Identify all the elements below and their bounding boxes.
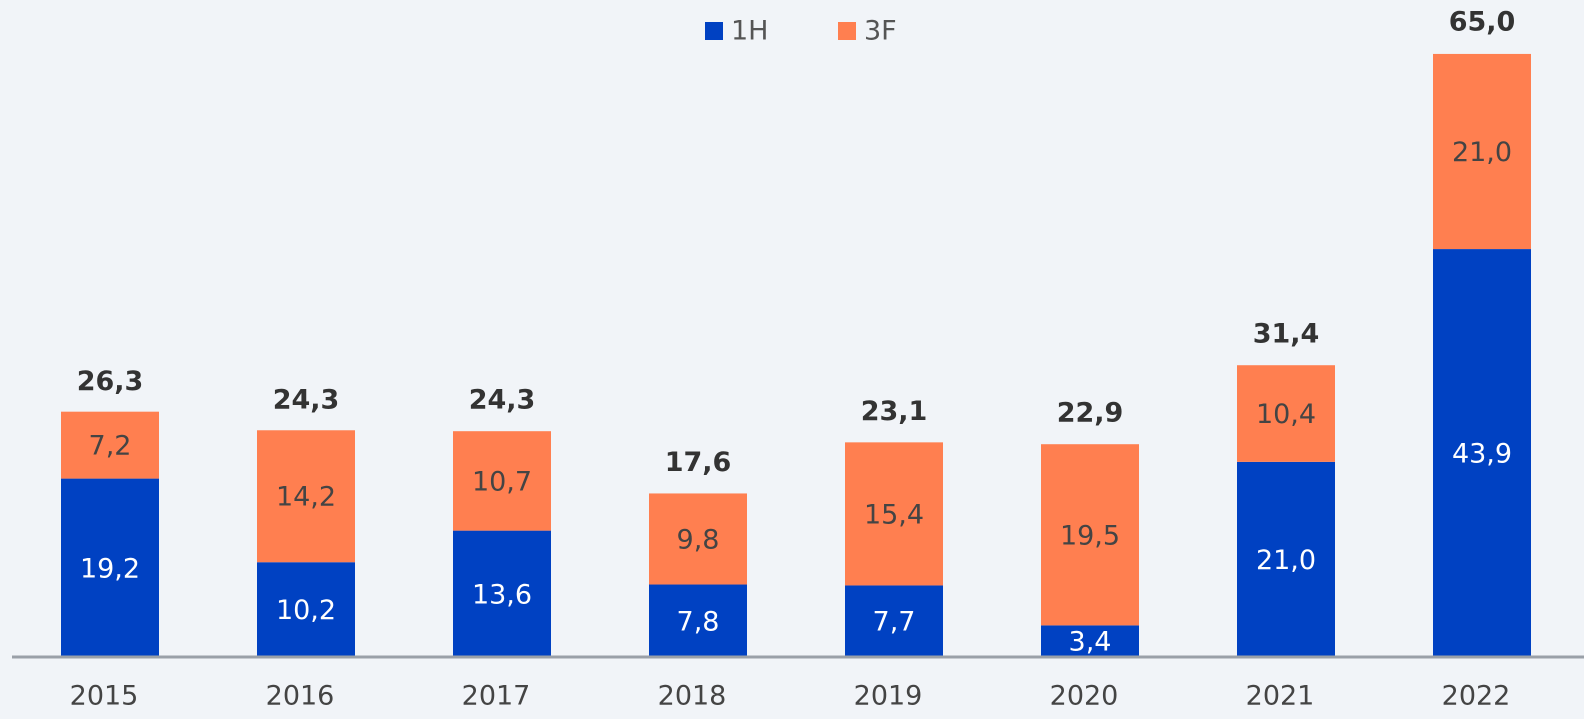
value-label: 15,4 — [864, 499, 924, 530]
x-tick-label: 2021 — [1246, 681, 1315, 712]
total-label: 17,6 — [665, 447, 732, 478]
value-label: 9,8 — [677, 524, 720, 555]
total-label: 23,1 — [861, 396, 928, 427]
total-label: 26,3 — [77, 366, 144, 397]
legend-swatch — [705, 22, 723, 40]
bar-segment — [453, 530, 551, 657]
legend-label: 1H — [731, 16, 768, 47]
bar-segment — [257, 562, 355, 657]
bar-segment — [1041, 444, 1139, 626]
value-label: 7,8 — [677, 606, 720, 637]
legend-label: 3F — [864, 16, 897, 47]
bar-segment — [453, 431, 551, 531]
total-label: 65,0 — [1449, 7, 1516, 38]
value-label: 7,2 — [89, 431, 132, 462]
bar-segment — [1041, 625, 1139, 657]
value-label: 21,0 — [1256, 545, 1316, 576]
legend-swatch — [838, 22, 856, 40]
bar-segment — [1433, 53, 1531, 250]
bar-segment — [1237, 461, 1335, 657]
x-tick-label: 2017 — [462, 681, 531, 712]
x-tick-label: 2016 — [266, 681, 335, 712]
value-label: 19,5 — [1060, 520, 1120, 551]
value-label: 7,7 — [873, 607, 916, 638]
total-label: 22,9 — [1057, 398, 1124, 429]
value-label: 10,4 — [1256, 399, 1316, 430]
value-label: 43,9 — [1452, 439, 1512, 470]
bar-segment — [61, 478, 159, 657]
bar-segment — [649, 493, 747, 585]
bar-segment — [1433, 249, 1531, 657]
bar-segment — [845, 442, 943, 586]
value-label: 10,7 — [472, 466, 532, 497]
x-tick-label: 2020 — [1050, 681, 1119, 712]
x-tick-label: 2022 — [1442, 681, 1511, 712]
bar-segment — [649, 584, 747, 657]
x-tick-label: 2019 — [854, 681, 923, 712]
bar-segment — [1237, 365, 1335, 462]
value-label: 14,2 — [276, 482, 336, 513]
total-label: 24,3 — [273, 385, 340, 416]
bar-segment — [845, 585, 943, 657]
value-label: 21,0 — [1452, 137, 1512, 168]
value-label: 19,2 — [80, 553, 140, 584]
value-label: 13,6 — [472, 579, 532, 610]
total-label: 31,4 — [1253, 319, 1320, 350]
x-tick-label: 2015 — [70, 681, 139, 712]
x-tick-label: 2018 — [658, 681, 727, 712]
value-label: 3,4 — [1069, 627, 1112, 658]
bar-segment — [61, 411, 159, 479]
total-label: 24,3 — [469, 385, 536, 416]
bar-segment — [257, 430, 355, 563]
value-label: 10,2 — [276, 595, 336, 626]
